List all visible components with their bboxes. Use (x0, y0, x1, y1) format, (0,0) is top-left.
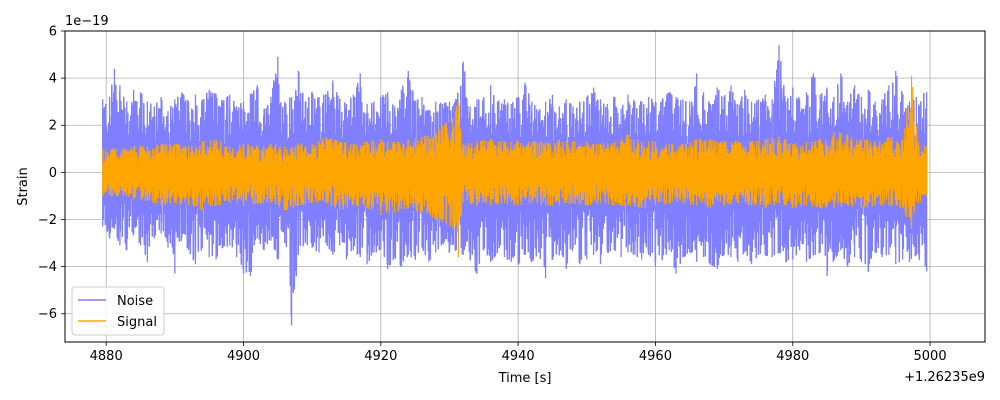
plot-frame (64, 30, 986, 343)
x-tick-label: 4920 (364, 349, 397, 364)
series-line-signal (102, 86, 927, 233)
series-layer (102, 45, 928, 326)
x-tick-label: 5000 (914, 349, 947, 364)
x-offset-label: +1.26235e9 (904, 370, 985, 385)
y-tick-label: −4 (38, 260, 57, 275)
legend-label-noise: Noise (117, 294, 153, 309)
x-tick-label: 4880 (90, 349, 123, 364)
legend-label-signal: Signal (117, 315, 157, 330)
legend-box (71, 286, 165, 336)
y-scale-label: 1e−19 (65, 14, 109, 29)
x-tick-label: 4980 (776, 349, 809, 364)
y-tick-label: −2 (38, 213, 57, 228)
series-signal (102, 75, 928, 258)
y-tick-label: 6 (49, 25, 57, 40)
y-tick-label: 4 (49, 72, 57, 87)
legend: Noise Signal (71, 286, 165, 336)
x-axis-label: Time [s] (498, 371, 552, 386)
x-tick-label: 4940 (502, 349, 535, 364)
y-tick-label: 2 (49, 119, 57, 134)
x-axis: 4880 4900 4920 4940 4960 4980 5000 (90, 342, 947, 364)
y-axis-label: Strain (16, 167, 31, 206)
y-tick-label: 0 (49, 166, 57, 181)
x-tick-label: 4900 (227, 349, 260, 364)
x-tick-label: 4960 (639, 349, 672, 364)
y-axis: −6 −4 −2 0 2 4 6 (38, 25, 65, 322)
y-tick-label: −6 (38, 307, 57, 322)
